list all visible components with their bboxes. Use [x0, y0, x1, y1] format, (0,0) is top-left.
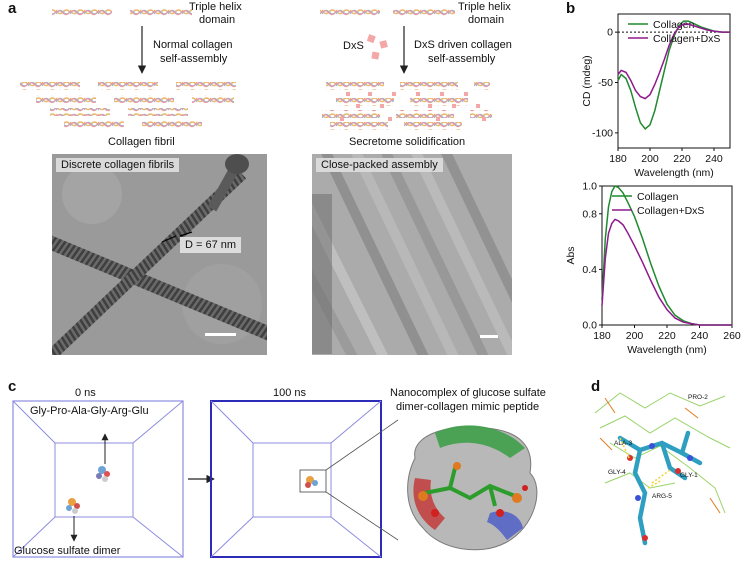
y-axis-label: CD (mdeg)	[581, 55, 593, 106]
triple-helix	[393, 9, 455, 17]
panel-b-letter: b	[566, 0, 576, 17]
x-tick-label: 260	[723, 330, 741, 342]
legend-label: Collagen+DxS	[637, 205, 704, 217]
y-tick-label: -100	[592, 127, 613, 139]
triple-helix	[320, 9, 380, 17]
triple-helix-label: domain	[468, 14, 505, 26]
x-tick-label: 240	[705, 153, 723, 165]
peptide-molecule	[96, 466, 110, 482]
complex-title: dimer-collagen mimic peptide	[396, 401, 540, 413]
triple-helix-label: Triple helix	[189, 1, 242, 13]
x-tick-label: 200	[641, 153, 659, 165]
panel-a-schematic	[20, 9, 492, 130]
triple-helix-label: Triple helix	[458, 1, 511, 13]
scale-bar	[205, 333, 236, 336]
dimer-label: Glucose sulfate dimer	[14, 545, 121, 557]
nanocomplex-render	[407, 425, 538, 551]
series-line-collagen-dxs	[601, 218, 732, 326]
residue-label: GLY-1	[680, 472, 698, 479]
x-tick-label: 200	[626, 330, 644, 342]
dxs-particles	[366, 34, 388, 60]
period-measure-label: D = 67 nm	[180, 237, 242, 253]
cd-spectrum-chart: 180 200 220 240 0 -50 -100 Wavelength (nm) CD (m…	[581, 13, 731, 179]
legend-label: Collagen	[653, 19, 695, 31]
collagen-fibril-schematic	[20, 82, 236, 129]
em-tag-close-packed: Close-packed assembly	[316, 158, 443, 172]
em-image-discrete-fibrils: Discrete collagen fibrils D = 67 nm	[52, 154, 267, 355]
simulation-box-100ns	[210, 400, 399, 558]
em-image-close-packed: Close-packed assembly	[312, 154, 512, 355]
triple-helix	[130, 9, 192, 17]
fibril-drawing	[52, 154, 267, 355]
legend-label: Collagen	[637, 191, 679, 203]
panel-a-letter: a	[8, 0, 17, 17]
period-measure-arrows	[161, 231, 193, 243]
y-tick-label: 0.0	[582, 320, 597, 332]
y-tick-label: 1.0	[582, 181, 597, 193]
close-packed-schematic	[322, 82, 492, 130]
y-tick-label: 0	[607, 27, 613, 39]
triple-helix-label: domain	[199, 14, 236, 26]
series-line-collagen	[617, 20, 730, 130]
dimer-molecule	[66, 498, 80, 514]
peptide-stick-model	[594, 392, 731, 546]
x-tick-label: 220	[658, 330, 676, 342]
em-tag-discrete: Discrete collagen fibrils	[56, 158, 180, 172]
legend-label: Collagen+DxS	[653, 33, 720, 45]
plot-frame	[617, 13, 731, 149]
dxs-label: DxS	[343, 40, 364, 52]
collagen-fibril-label: Collagen fibril	[108, 136, 175, 148]
x-tick-label: 180	[609, 153, 627, 165]
normal-assembly-label: self-assembly	[160, 53, 228, 65]
panel-c-letter: c	[8, 378, 17, 395]
y-tick-label: 0.8	[582, 208, 597, 220]
packed-drawing	[312, 154, 512, 355]
time-100-label: 100 ns	[273, 387, 307, 399]
dxs-assembly-label: DxS driven collagen	[414, 39, 512, 51]
residue-label: ALA-3	[614, 440, 633, 447]
secretome-label: Secretome solidification	[349, 136, 466, 148]
series-line-collagen-dxs	[617, 23, 730, 100]
x-axis-label: Wavelength (nm)	[627, 344, 707, 356]
y-tick-label: 0.4	[582, 264, 597, 276]
absorbance-chart: 180 200 220 240 260 0.0 0.4 0.8 1.0 Wavelength (n…	[565, 181, 741, 357]
x-axis-label: Wavelength (nm)	[634, 167, 714, 179]
y-tick-label: -50	[598, 77, 613, 89]
complex-molecule	[305, 476, 318, 488]
normal-assembly-label: Normal collagen	[153, 39, 233, 51]
peptide-label: Gly-Pro-Ala-Gly-Arg-Glu	[30, 405, 149, 417]
x-tick-label: 180	[593, 330, 611, 342]
triple-helix	[52, 9, 112, 17]
transition-arrow	[188, 474, 215, 484]
complex-title: Nanocomplex of glucose sulfate	[390, 387, 546, 399]
scale-bar	[480, 335, 498, 338]
dxs-assembly-label: self-assembly	[428, 53, 496, 65]
simulation-box-0ns	[12, 400, 184, 558]
x-tick-label: 220	[673, 153, 691, 165]
y-axis-label: Abs	[565, 246, 577, 264]
residue-label: PRO-2	[688, 394, 708, 401]
residue-label: ARG-5	[652, 493, 672, 500]
panel-d-letter: d	[591, 378, 601, 395]
time-0-label: 0 ns	[75, 387, 96, 399]
x-tick-label: 240	[691, 330, 709, 342]
residue-label: GLY-4	[608, 469, 626, 476]
